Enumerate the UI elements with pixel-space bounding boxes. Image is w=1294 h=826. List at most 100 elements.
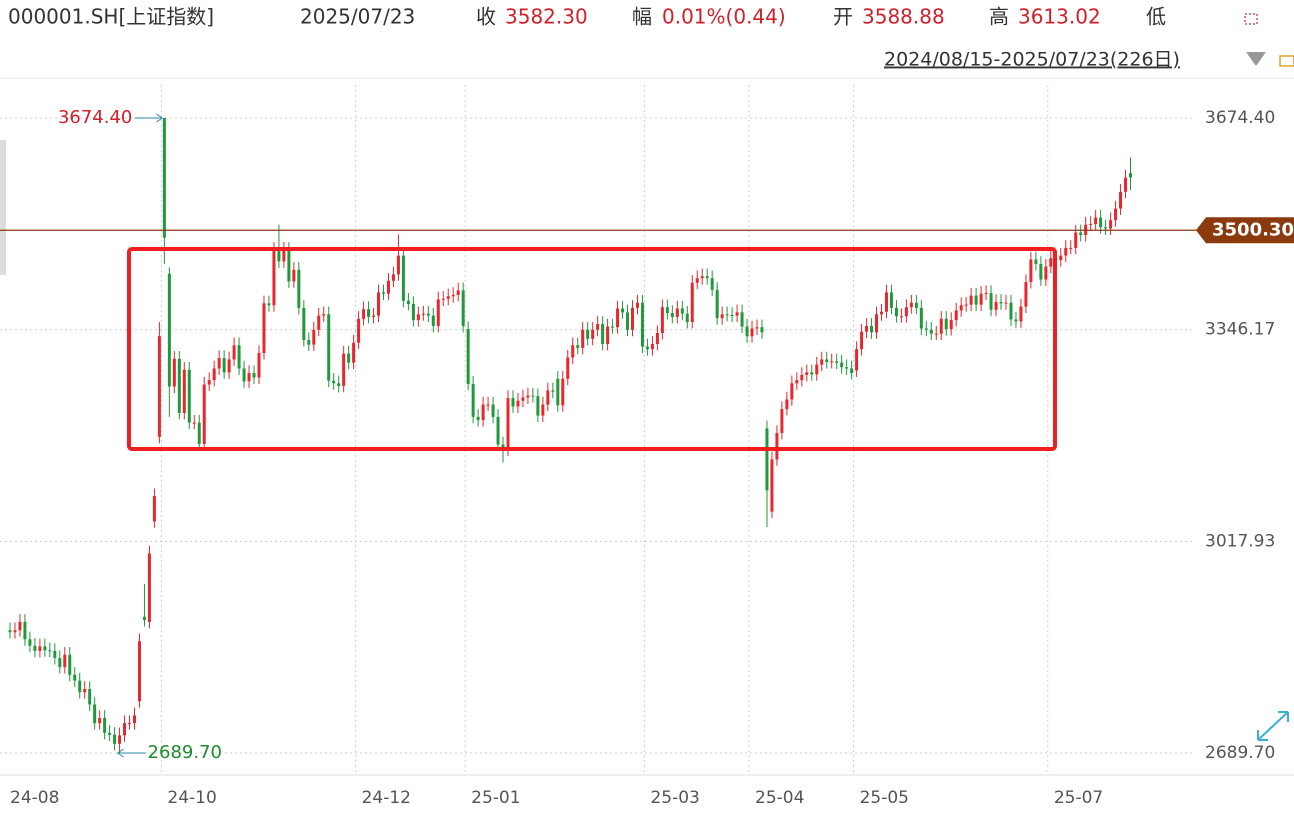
candle-body (38, 646, 42, 651)
candle-body (979, 293, 983, 305)
candle-body (431, 315, 435, 326)
candle-body (372, 315, 376, 317)
high-value: 3613.02 (1018, 5, 1101, 29)
candle-body (860, 331, 864, 350)
candle-body (596, 323, 600, 330)
candle-body (367, 309, 371, 317)
candle-body (23, 621, 27, 640)
y-tick-label: 3346.17 (1205, 320, 1275, 340)
candle-body (969, 295, 973, 305)
candle-body (675, 308, 679, 317)
candle-body (725, 314, 729, 316)
candle-body (157, 336, 161, 437)
candle-body (750, 328, 754, 337)
close-label: 收 (476, 5, 496, 29)
candle-body (631, 307, 634, 330)
candle-body (1039, 264, 1043, 280)
y-tick-label: 2689.70 (1205, 743, 1275, 763)
candle-body (974, 295, 978, 305)
candle-body (904, 307, 908, 317)
candle-body (984, 293, 988, 295)
candle-body (133, 715, 136, 724)
candle-body (237, 345, 241, 369)
scroll-indicator[interactable] (0, 140, 6, 275)
candle-body (566, 357, 570, 379)
candle-body (521, 397, 525, 401)
x-tick-label: 24-08 (10, 788, 59, 808)
open-label: 开 (833, 5, 853, 29)
candle-body (207, 380, 211, 385)
candle-body (267, 303, 271, 306)
candle-body (436, 299, 440, 326)
candle-body (312, 329, 316, 345)
expand-icon[interactable] (1257, 711, 1289, 741)
candle-body (1019, 306, 1023, 322)
candle-body (994, 302, 998, 310)
candle-body (103, 717, 107, 733)
candle-body (929, 329, 933, 334)
candle-body (177, 358, 181, 413)
candle-body (914, 302, 918, 308)
candle-body (471, 383, 475, 417)
x-tick-label: 25-03 (650, 788, 699, 808)
date-range[interactable]: 2024/08/15-2025/07/23(226日) (884, 49, 1180, 71)
candle-body (551, 390, 555, 392)
candle-body (889, 292, 893, 308)
candle-body (680, 308, 684, 314)
candle-body (899, 316, 903, 318)
candle-body (461, 290, 465, 326)
candle-body (18, 621, 22, 631)
candle-body (287, 249, 291, 282)
candle-body (1034, 259, 1038, 265)
candle-body (406, 300, 410, 304)
candle-body (481, 404, 485, 421)
candle-body (830, 361, 834, 363)
candle-body (327, 314, 331, 381)
candle-body (491, 404, 495, 417)
candle-body (382, 292, 385, 294)
candle-body (137, 641, 141, 702)
candle-body (63, 654, 67, 668)
candle-body (745, 326, 749, 337)
candle-body (586, 329, 590, 339)
candle-body (665, 307, 669, 314)
y-tick-label: 3017.93 (1205, 531, 1275, 551)
candle-body (760, 327, 764, 333)
candle-body (606, 326, 610, 344)
candle-body (1109, 220, 1113, 229)
open-value: 3588.88 (862, 5, 945, 29)
candle-body (591, 329, 595, 339)
candle-body (790, 383, 794, 400)
candle-body (546, 390, 550, 405)
range-dropdown[interactable] (1246, 52, 1266, 66)
candle-body (342, 353, 346, 386)
candle-body (147, 553, 151, 622)
settings-icon[interactable] (1279, 55, 1294, 67)
candle-body (411, 303, 415, 321)
change-label: 幅 (632, 5, 652, 29)
candle-body (740, 312, 744, 327)
x-tick-label: 24-10 (167, 788, 216, 808)
candle-body (232, 345, 236, 360)
candle-body (441, 298, 445, 300)
candle-body (297, 269, 301, 308)
candle-body (601, 323, 605, 344)
candle-body (909, 302, 913, 308)
candle-body (755, 327, 759, 329)
candle-body (58, 658, 62, 668)
candle-body (1124, 177, 1128, 192)
candle-body (924, 328, 928, 330)
candle-body (1074, 232, 1078, 248)
candle-body (337, 383, 341, 386)
candle-body (800, 374, 804, 381)
candle-body (68, 654, 72, 675)
candle-body (1044, 266, 1048, 280)
candle-body (73, 674, 77, 681)
candle-body (322, 314, 326, 316)
candle-body (710, 278, 714, 290)
menu-icon[interactable] (1244, 13, 1258, 25)
candle-body (377, 292, 381, 316)
candle-body (576, 345, 580, 348)
candle-body (332, 380, 336, 384)
